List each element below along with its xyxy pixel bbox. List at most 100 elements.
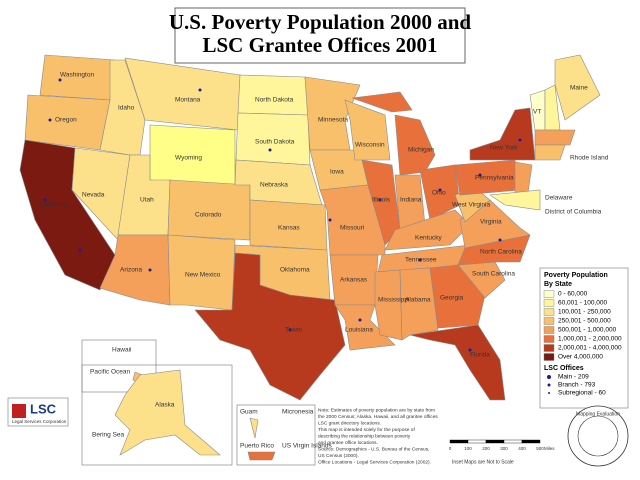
legend-label: 0 - 60,000 — [558, 291, 588, 298]
inset-label: Micronesia — [282, 409, 314, 416]
office-dot — [478, 173, 482, 177]
state-label: Iowa — [330, 169, 344, 176]
state-label: North Dakota — [255, 97, 294, 104]
legend-label: Over 4,000,000 — [558, 354, 603, 361]
state — [394, 114, 436, 176]
state — [374, 269, 403, 341]
legend-label: 100,001 - 250,000 — [558, 309, 611, 316]
states — [19, 54, 601, 401]
state-label: VT — [533, 109, 541, 116]
scale-tick: 500 — [536, 446, 544, 451]
state-label: Ohio — [432, 190, 446, 197]
logo-name: LSC — [30, 401, 57, 416]
state-label: Colorado — [195, 212, 222, 219]
note-line: describing the relationship between pove… — [318, 433, 411, 439]
state-label: Virginia — [480, 219, 502, 226]
state-label: Rhode Island — [570, 155, 609, 162]
state — [399, 267, 439, 341]
scale-segment — [485, 439, 505, 444]
seal-ring — [577, 415, 619, 457]
state-label: California — [40, 202, 68, 209]
state-label: Missouri — [340, 225, 364, 232]
scale-tick: 200 — [482, 446, 490, 451]
state-label: Arkansas — [340, 277, 368, 284]
scale-tick: 100 — [464, 446, 472, 451]
legend-dot — [547, 383, 551, 387]
state — [237, 74, 309, 116]
note-line: LSC grant directory locations. — [318, 420, 381, 426]
state-label: Montana — [175, 97, 201, 104]
legend-swatch — [543, 299, 555, 307]
legend-label: Subregional - 60 — [558, 390, 606, 397]
note-line: the 2000 Census; Alaska, Hawaii, and all… — [318, 414, 438, 420]
scale-unit: Miles — [544, 446, 555, 451]
state-label: Alabama — [405, 297, 431, 304]
state-label: Pennsylvania — [475, 175, 514, 182]
state-label: Oklahoma — [280, 267, 310, 274]
state-label: Kansas — [278, 225, 300, 232]
state — [351, 91, 413, 113]
legend-swatch — [543, 344, 555, 352]
state-label: Nevada — [82, 192, 105, 199]
state — [554, 54, 601, 121]
title-line: LSC Grantee Offices 2001 — [202, 33, 437, 57]
office-dot — [268, 148, 272, 152]
scale-tick: 300 — [500, 446, 508, 451]
office-dot — [468, 348, 472, 352]
state-label: Tennessee — [405, 257, 437, 264]
seal — [567, 405, 629, 467]
state-label: Georgia — [440, 295, 464, 302]
state — [469, 107, 536, 161]
state-label: Utah — [140, 197, 154, 204]
state-label: Arizona — [120, 267, 142, 274]
state-label: South Dakota — [255, 139, 295, 146]
office-dot — [288, 328, 292, 332]
office-dot — [48, 118, 52, 122]
note-line: Office Locations - Legal Services Corpor… — [318, 459, 431, 465]
legend-dot — [547, 375, 551, 379]
state — [534, 144, 566, 161]
state — [167, 179, 251, 241]
office-dot — [78, 248, 82, 252]
office-dot — [58, 78, 62, 82]
state-label: Idaho — [118, 105, 135, 112]
office-dots — [43, 78, 522, 352]
state-label: Florida — [470, 352, 490, 359]
scale-note: Inset Maps are Not to Scale — [452, 459, 514, 465]
state-label: North Carolina — [480, 249, 522, 256]
legend: Poverty Population By State 0 - 60,000 60,0… — [543, 272, 622, 397]
state — [409, 324, 506, 401]
legend-subtitle: LSC Offices — [544, 365, 584, 372]
legend-label: 1,000,001 - 2,000,000 — [558, 336, 622, 343]
state-label: Illinois — [372, 197, 391, 204]
state-label: West Virginia — [452, 202, 490, 209]
office-dot — [518, 138, 522, 142]
office-dot — [378, 198, 382, 202]
office-dot — [198, 88, 202, 92]
office-dot — [328, 218, 332, 222]
scale-segment — [521, 439, 541, 444]
legend-swatch — [543, 308, 555, 316]
legend-title: Poverty Population — [544, 272, 608, 279]
legend-title: By State — [544, 281, 572, 288]
state-label: Texas — [285, 327, 303, 334]
scale-tick: 400 — [518, 446, 526, 451]
office-dot — [148, 268, 152, 272]
office-dot — [358, 318, 362, 322]
inset-label: Puerto Rico — [240, 443, 274, 450]
scale-segment — [503, 439, 523, 444]
logo-subtitle: Legal Services Corporation — [12, 419, 67, 424]
inset-label: Pacific Ocean — [90, 369, 130, 376]
state — [167, 234, 236, 311]
legend-frame — [539, 267, 629, 409]
note-line: US Census (2000). — [318, 453, 359, 459]
legend-label: Branch - 793 — [558, 382, 596, 389]
note-line: Source: Demographics - U.S. Bureau of th… — [318, 446, 429, 452]
state-label: South Carolina — [472, 271, 515, 278]
state-label: Mississippi — [378, 297, 409, 304]
state — [304, 76, 361, 151]
legend-swatch — [543, 290, 555, 298]
island — [247, 451, 276, 461]
office-dot — [43, 198, 47, 202]
